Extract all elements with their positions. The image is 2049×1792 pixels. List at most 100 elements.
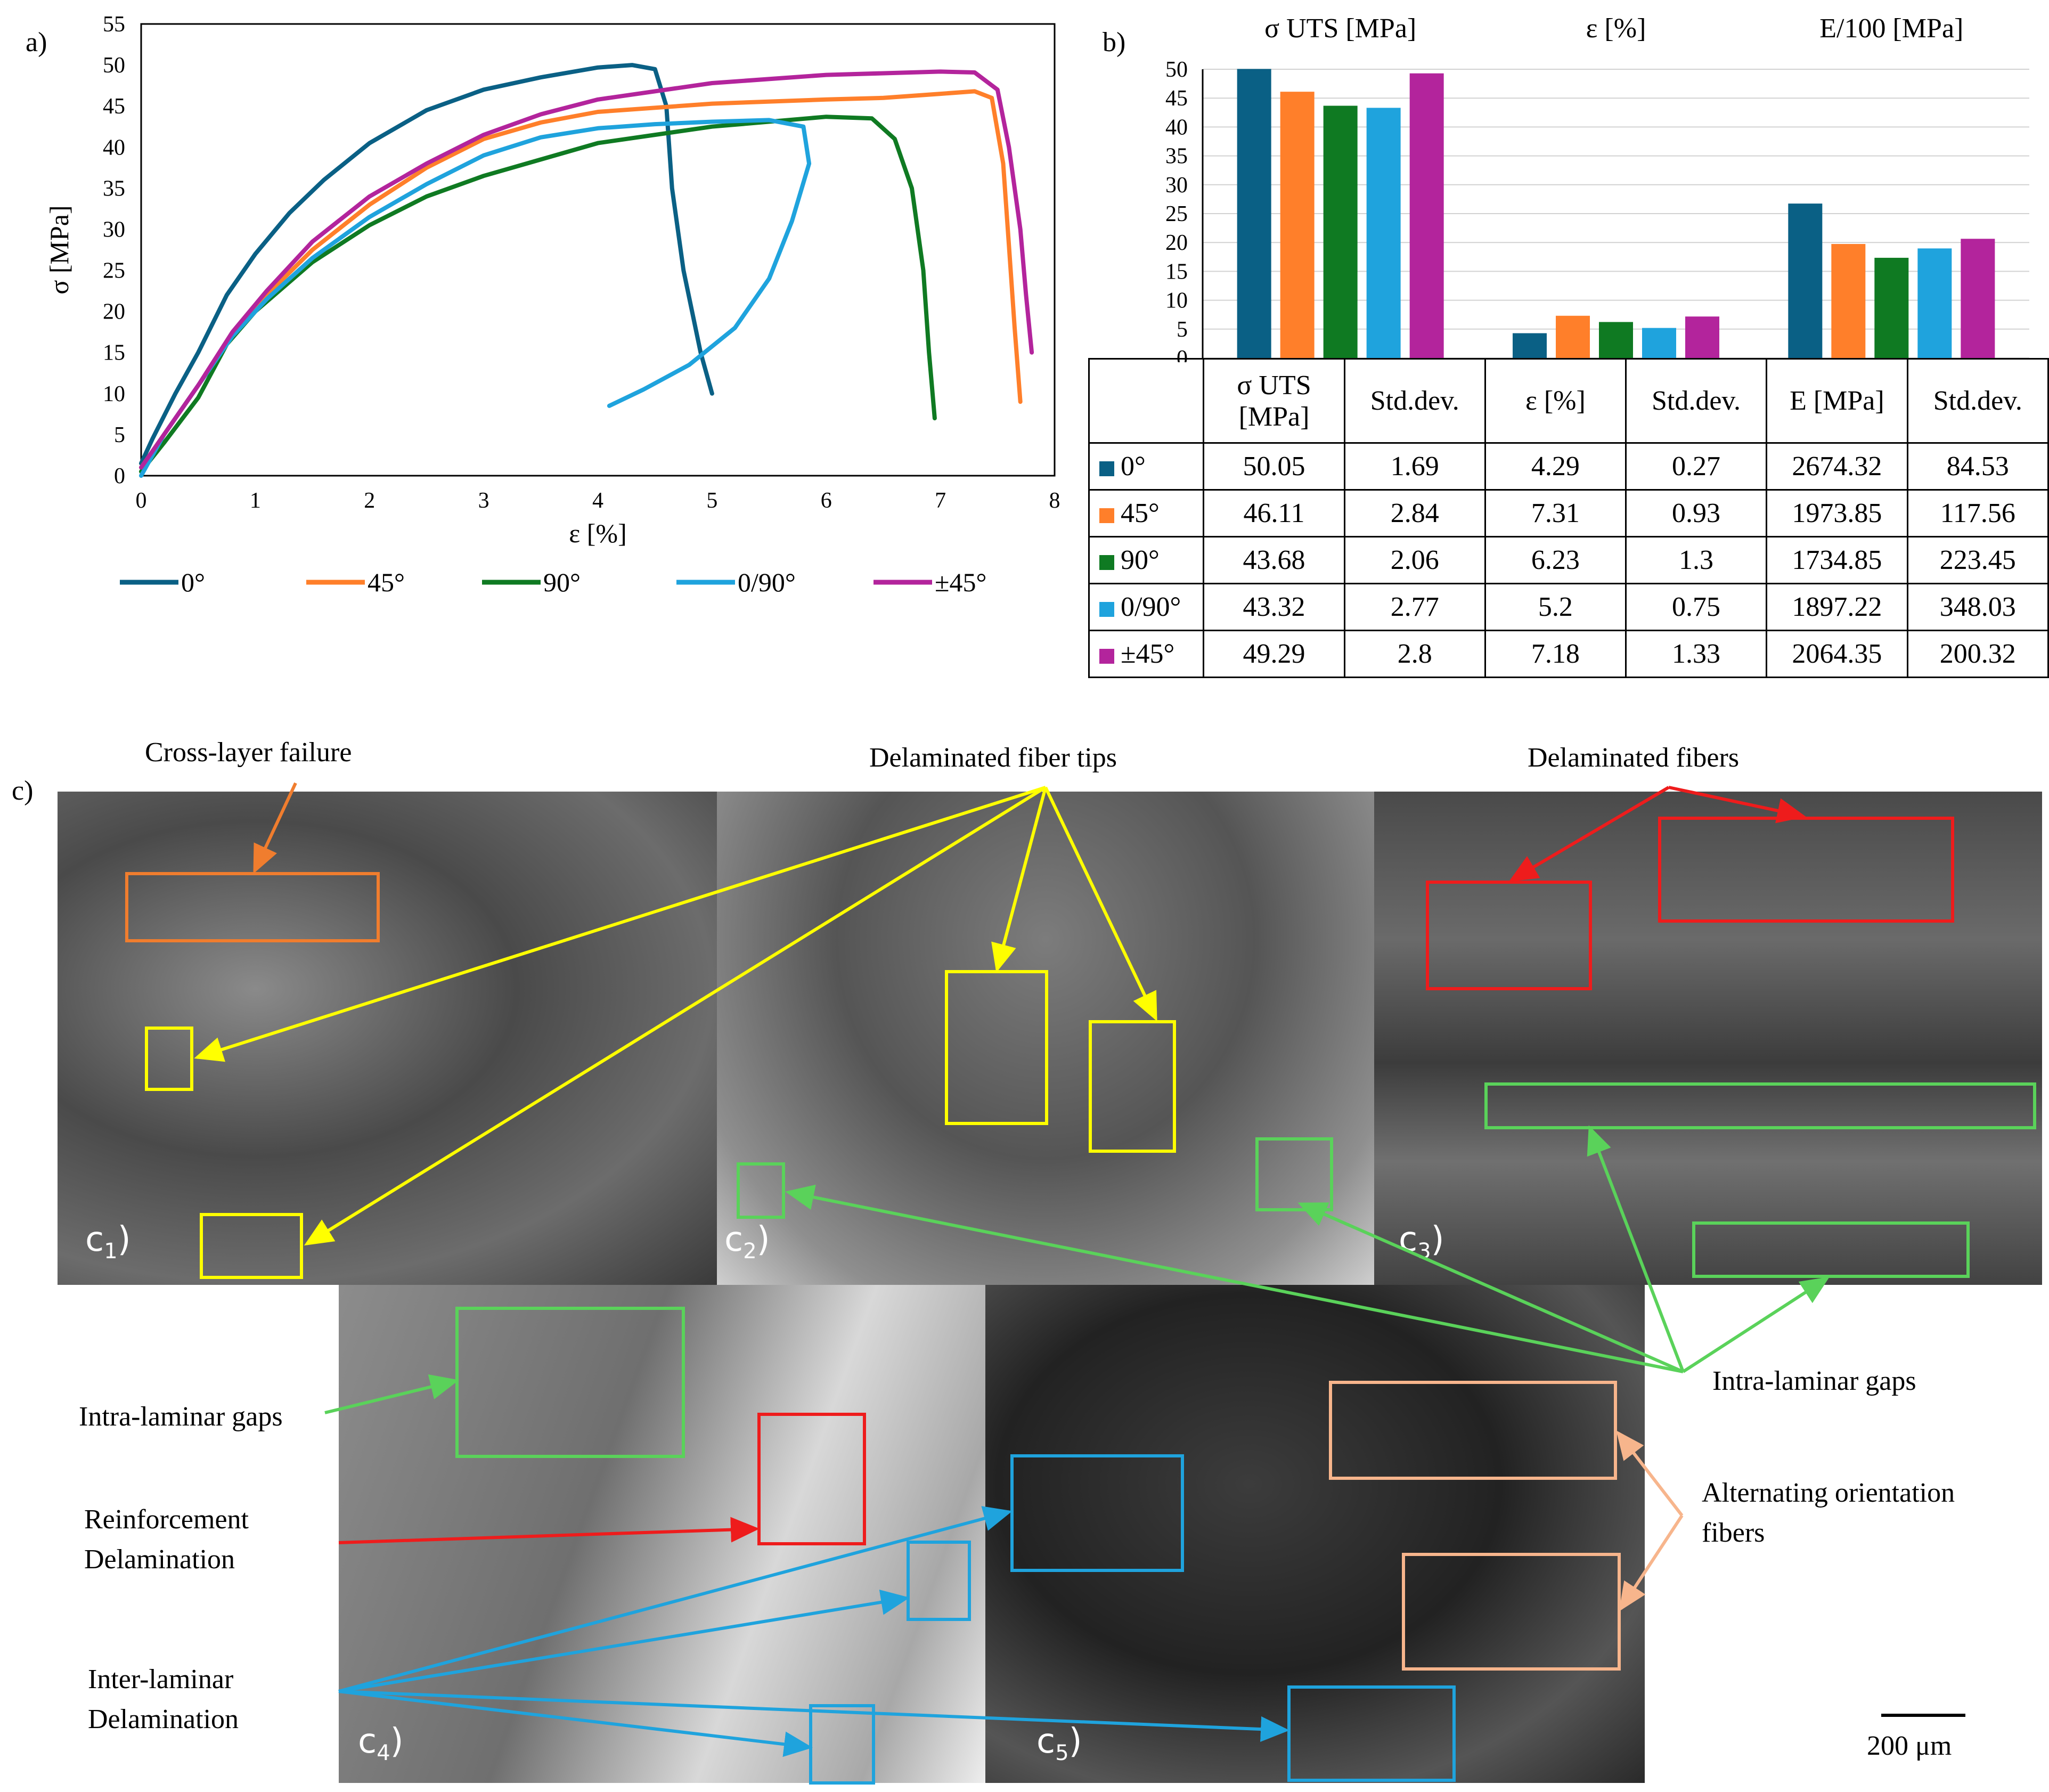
table-row: 45° 46.11 2.84 7.31 0.93 1973.85 117.56 [1088, 489, 2049, 537]
table-cell: 2.8 [1343, 630, 1486, 678]
annotation-box-intra-gap [1484, 1082, 2036, 1129]
y-tick-label: 35 [1165, 144, 1188, 169]
legend-swatch [1099, 555, 1114, 571]
x-tick-label: 4 [592, 488, 603, 513]
bar [1366, 108, 1401, 358]
legend-label: ±45° [935, 567, 986, 597]
y-tick-label: 15 [1165, 259, 1188, 284]
legend-swatch [1099, 649, 1114, 664]
bar [1599, 322, 1633, 358]
panel-label-c: c) [12, 776, 34, 806]
x-tick-label: 3 [478, 488, 489, 513]
x-tick-label: 8 [1049, 488, 1060, 513]
annotation-box-fiber-tip [945, 970, 1048, 1125]
annotation-box-intra-gap [1255, 1137, 1333, 1211]
table-cell: 223.45 [1906, 536, 2049, 584]
y-tick-label: 35 [103, 176, 125, 201]
scale-bar-label: 200 μm [1867, 1731, 1952, 1761]
legend-label: 0° [181, 567, 205, 597]
bar [1237, 69, 1271, 358]
sem-label-c2: c2) [724, 1220, 770, 1264]
table-cell: 50.05 [1203, 442, 1345, 491]
annotation-arrow [1587, 1125, 1685, 1373]
bar [1961, 239, 1995, 358]
y-tick-label: 25 [103, 259, 125, 283]
y-axis-label: σ [MPa] [44, 205, 74, 294]
table-row: 0/90° 43.32 2.77 5.2 0.75 1897.22 348.03 [1088, 583, 2049, 631]
annotation-arrow [338, 1690, 813, 1757]
table-cell: 46.11 [1203, 489, 1345, 537]
y-tick-label: 5 [1177, 317, 1188, 342]
table-cell: 4.29 [1484, 442, 1627, 491]
label-reinforcement-delamination: Reinforcement Delamination [84, 1504, 249, 1575]
table-cell: 1.69 [1343, 442, 1486, 491]
table-cell: 2674.32 [1766, 442, 1908, 491]
table-cell: 7.31 [1484, 489, 1627, 537]
category-label: ε [%] [1586, 13, 1646, 44]
table-cell: 1734.85 [1766, 536, 1908, 584]
table-cell: 5.2 [1484, 583, 1627, 631]
annotation-box-inter-laminar [809, 1704, 875, 1785]
table-row: 0° 50.05 1.69 4.29 0.27 2674.32 84.53 [1088, 442, 2049, 491]
table-cell: 200.32 [1906, 630, 2049, 678]
sem-image-c3 [1374, 792, 2042, 1285]
label-inter-laminar-delamination: Inter-laminar Delamination [88, 1664, 239, 1735]
legend-entry: 0/90° [676, 567, 796, 597]
y-tick-label: 40 [103, 135, 125, 160]
row-label: 0/90° [1088, 583, 1205, 631]
label-intra-laminar-gaps: Intra-laminar gaps [79, 1402, 283, 1432]
x-tick-label: 5 [706, 488, 717, 513]
table-cell: 0.93 [1624, 489, 1768, 537]
table-cell: 43.32 [1203, 583, 1345, 631]
label-intra-laminar-gaps: Intra-laminar gaps [1712, 1366, 1916, 1396]
label-cross-layer-failure: Cross-layer failure [145, 737, 352, 768]
plot-frame [140, 23, 1056, 477]
table-cell: 84.53 [1906, 442, 2049, 491]
legend-entry: 90° [482, 567, 581, 597]
table-cell: 2.84 [1343, 489, 1486, 537]
table-header: ε [%] [1484, 358, 1627, 444]
table-header: E [MPa] [1766, 358, 1908, 444]
legend-entry: ±45° [874, 567, 986, 597]
annotation-box-reinforcement [757, 1413, 866, 1545]
bar [1513, 333, 1547, 358]
annotation-arrow [1616, 1430, 1684, 1517]
table-header-row: σ UTS [MPa] Std.dev. ε [%] Std.dev. E [M… [1088, 358, 2049, 444]
table-cell: 117.56 [1906, 489, 2049, 537]
bar [1642, 328, 1676, 358]
sem-image-c4 [339, 1285, 985, 1783]
x-axis-label: ε [%] [569, 518, 626, 548]
series-line [139, 69, 1034, 470]
row-label: 0° [1088, 442, 1205, 491]
annotation-arrow [785, 1184, 1684, 1373]
legend-swatch [1099, 461, 1114, 477]
annotation-arrow [338, 1590, 910, 1693]
legend-swatch [1099, 508, 1114, 524]
table-corner [1088, 358, 1205, 444]
legend-label: 0/90° [738, 567, 796, 597]
annotation-box-intra-gap [1692, 1221, 1970, 1278]
y-tick-label: 25 [1165, 202, 1188, 226]
y-tick-label: 5 [114, 423, 125, 447]
bar [1280, 92, 1315, 358]
table-row: ±45° 49.29 2.8 7.18 1.33 2064.35 200.32 [1088, 630, 2049, 678]
series-line [139, 118, 812, 478]
y-tick-label: 10 [103, 382, 125, 406]
table-header: σ UTS [MPa] [1203, 358, 1345, 444]
annotation-arrow [1508, 786, 1670, 882]
annotation-arrow [253, 782, 297, 874]
series-line [139, 63, 714, 466]
annotation-arrow [324, 1374, 459, 1414]
annotation-arrow [338, 1517, 760, 1544]
bar [1685, 316, 1719, 358]
table-cell: 1897.22 [1766, 583, 1908, 631]
table-cell: 2.77 [1343, 583, 1486, 631]
properties-bar-chart: 0 5 10 15 20 25 30 35 40 45 50 σ UTS [MPa] ε [%] E/10… [1165, 13, 2029, 362]
table-cell: 2.06 [1343, 536, 1486, 584]
sem-label-c5: c5) [1036, 1722, 1082, 1765]
table-cell: 7.18 [1484, 630, 1627, 678]
y-tick-label: 50 [1165, 58, 1188, 82]
annotation-box-delaminated-fiber [1426, 881, 1592, 990]
annotation-arrow [1682, 1276, 1830, 1373]
annotation-arrow [1668, 786, 1806, 824]
